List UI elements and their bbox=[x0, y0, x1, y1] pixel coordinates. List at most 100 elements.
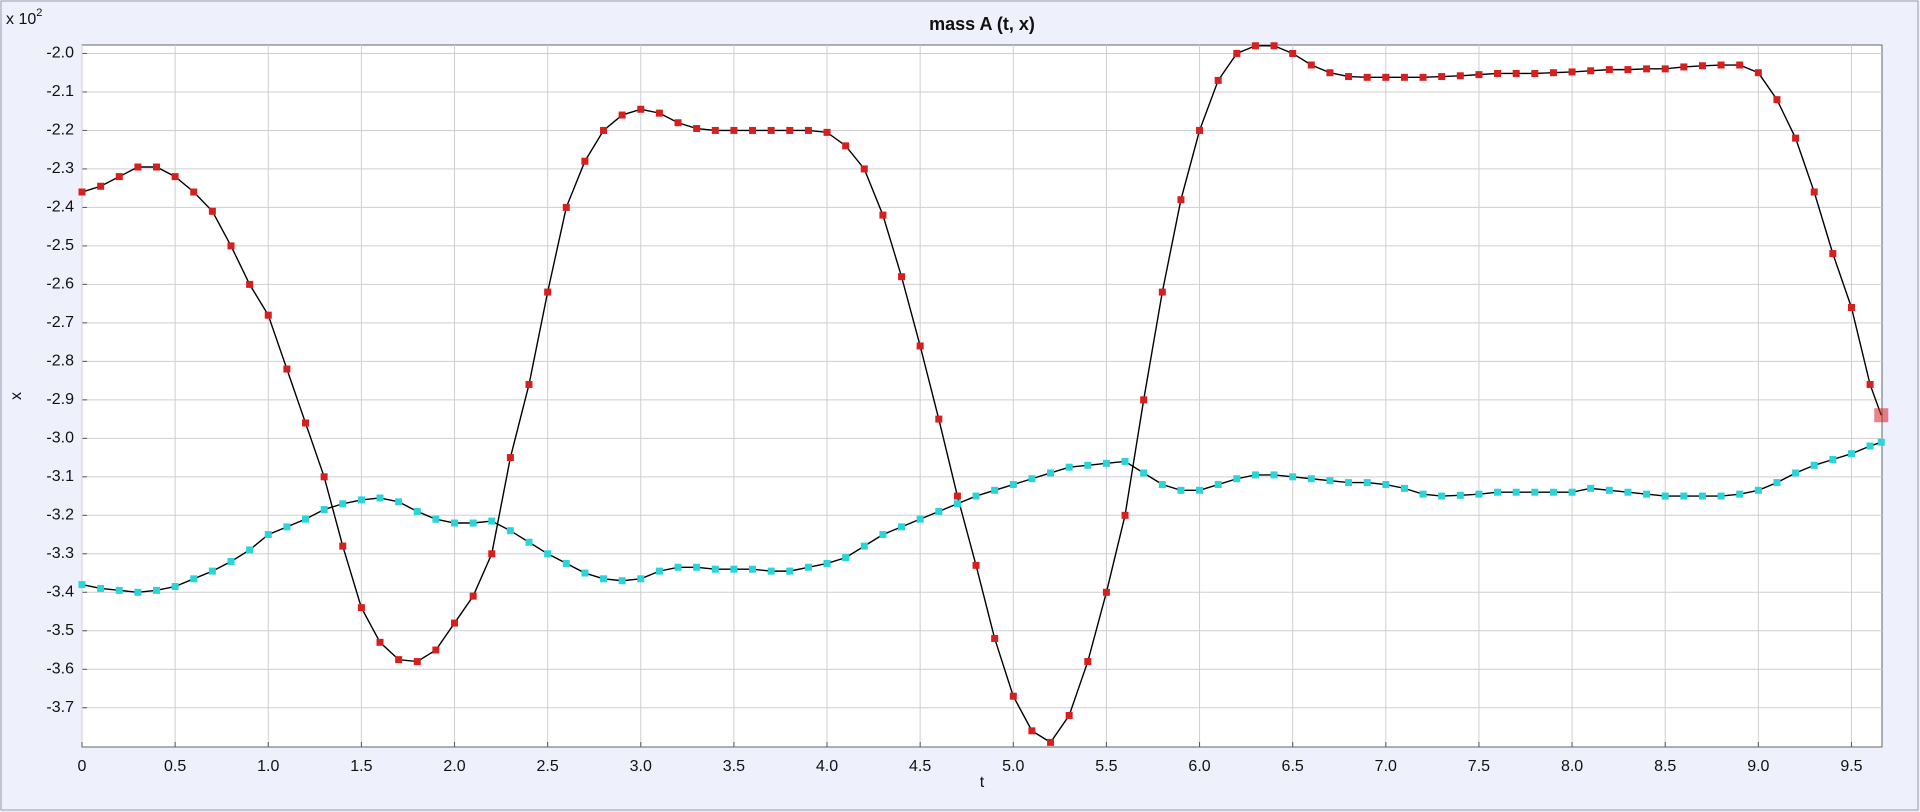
data-point bbox=[153, 163, 161, 171]
y-tick-label: -3.2 bbox=[46, 507, 74, 524]
data-point bbox=[432, 646, 440, 654]
data-point bbox=[879, 531, 887, 539]
data-point bbox=[264, 531, 272, 539]
data-point bbox=[972, 492, 980, 500]
data-point bbox=[171, 583, 179, 591]
data-point bbox=[1047, 469, 1055, 477]
data-point bbox=[171, 173, 179, 181]
data-point bbox=[1680, 492, 1688, 500]
data-point bbox=[916, 515, 924, 523]
data-point bbox=[1251, 471, 1259, 479]
data-point bbox=[711, 565, 719, 573]
x-tick-label: 4.5 bbox=[909, 758, 931, 775]
data-point bbox=[1698, 62, 1706, 70]
data-point bbox=[1698, 492, 1706, 500]
data-point bbox=[1326, 477, 1334, 485]
data-point bbox=[134, 163, 142, 171]
data-point bbox=[97, 182, 105, 190]
data-point bbox=[1829, 250, 1837, 258]
y-tick-label: -3.6 bbox=[46, 660, 74, 677]
x-tick-label: 8.5 bbox=[1654, 758, 1676, 775]
y-multiplier: x 102 bbox=[6, 7, 42, 28]
data-point bbox=[730, 126, 738, 134]
y-tick-label: -2.3 bbox=[46, 160, 74, 177]
data-point bbox=[581, 569, 589, 577]
data-point bbox=[953, 492, 961, 500]
y-tick-label: -2.2 bbox=[46, 122, 74, 139]
data-point bbox=[1643, 490, 1651, 498]
x-tick-label: 8.0 bbox=[1561, 758, 1583, 775]
x-tick-label: 9.5 bbox=[1840, 758, 1862, 775]
data-point bbox=[395, 656, 403, 664]
data-point bbox=[1214, 76, 1222, 84]
data-point bbox=[1810, 188, 1818, 196]
data-point bbox=[953, 500, 961, 508]
x-tick-label: 6.5 bbox=[1282, 758, 1304, 775]
y-tick-label: -2.8 bbox=[46, 353, 74, 370]
data-point bbox=[1847, 303, 1855, 311]
data-point bbox=[246, 546, 254, 554]
data-point bbox=[1028, 727, 1036, 735]
data-point bbox=[1326, 69, 1334, 77]
y-tick-label: -3.5 bbox=[46, 622, 74, 639]
data-point bbox=[395, 498, 403, 506]
data-point bbox=[1009, 692, 1017, 700]
data-point bbox=[1661, 65, 1669, 73]
data-point bbox=[376, 638, 384, 646]
data-point bbox=[991, 486, 999, 494]
data-point bbox=[339, 500, 347, 508]
data-point bbox=[842, 554, 850, 562]
y-tick-label: -2.4 bbox=[46, 199, 74, 216]
chart-title: mass A (t, x) bbox=[929, 14, 1035, 34]
data-point bbox=[413, 658, 421, 666]
x-tick-label: 3.5 bbox=[723, 758, 745, 775]
data-point bbox=[618, 577, 626, 585]
data-point bbox=[376, 494, 384, 502]
data-point bbox=[320, 506, 328, 514]
data-point bbox=[413, 507, 421, 515]
data-point bbox=[469, 592, 477, 600]
data-point bbox=[730, 565, 738, 573]
data-point bbox=[190, 575, 198, 583]
data-point bbox=[804, 126, 812, 134]
data-point bbox=[1270, 471, 1278, 479]
data-point bbox=[1047, 738, 1055, 746]
data-point bbox=[804, 563, 812, 571]
data-point bbox=[208, 207, 216, 215]
x-tick-label: 2.5 bbox=[537, 758, 559, 775]
data-point bbox=[823, 128, 831, 136]
data-point bbox=[1643, 65, 1651, 73]
plot-area bbox=[81, 44, 1883, 748]
data-point bbox=[1382, 481, 1390, 489]
data-point bbox=[1847, 450, 1855, 458]
y-tick-label: -2.7 bbox=[46, 314, 74, 331]
data-point bbox=[320, 473, 328, 481]
data-point bbox=[1065, 463, 1073, 471]
data-point bbox=[339, 542, 347, 550]
data-point bbox=[1009, 481, 1017, 489]
data-point bbox=[1438, 73, 1446, 81]
data-point bbox=[1251, 42, 1259, 50]
data-point bbox=[1874, 408, 1889, 423]
data-point bbox=[1140, 396, 1148, 404]
data-point bbox=[674, 563, 682, 571]
x-tick-label: 6.0 bbox=[1188, 758, 1210, 775]
data-point bbox=[935, 415, 943, 423]
data-point bbox=[749, 565, 757, 573]
y-tick-label: -3.7 bbox=[46, 699, 74, 716]
data-point bbox=[786, 126, 794, 134]
data-point bbox=[1028, 475, 1036, 483]
data-point bbox=[1456, 72, 1464, 80]
data-point bbox=[1587, 67, 1595, 75]
data-point bbox=[1196, 486, 1204, 494]
data-point bbox=[1792, 469, 1800, 477]
data-point bbox=[115, 586, 123, 594]
data-point bbox=[1661, 492, 1669, 500]
data-point bbox=[786, 567, 794, 575]
data-point bbox=[97, 584, 105, 592]
data-point bbox=[544, 550, 552, 558]
data-point bbox=[302, 515, 310, 523]
data-point bbox=[1587, 484, 1595, 492]
data-point bbox=[767, 567, 775, 575]
